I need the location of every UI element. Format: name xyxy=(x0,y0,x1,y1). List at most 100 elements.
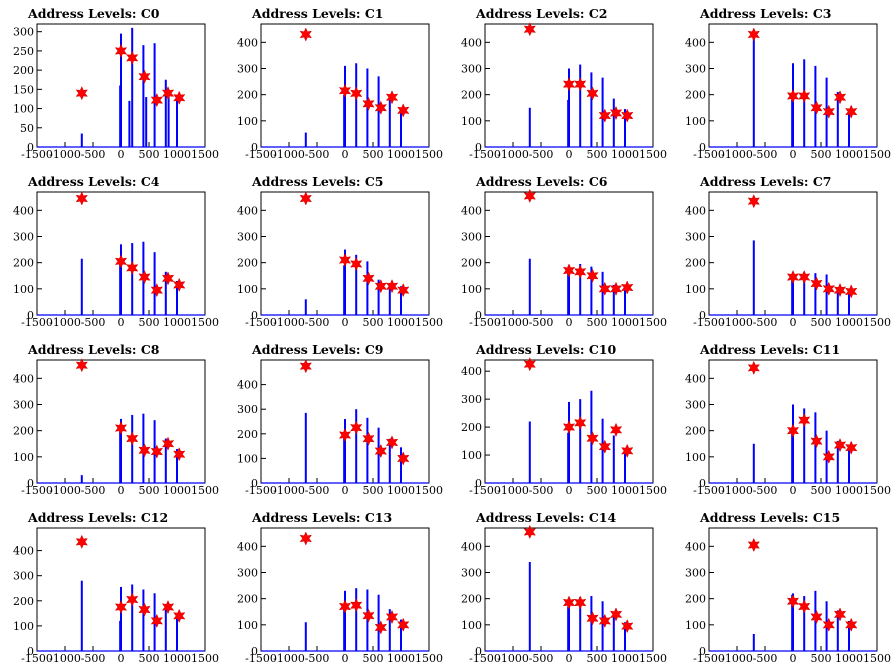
red-star-icon xyxy=(299,191,312,206)
histogram-bar xyxy=(601,271,604,315)
histogram-bar xyxy=(400,447,402,483)
red-star-icon xyxy=(75,86,88,101)
x-tick-label: -500 xyxy=(305,484,330,497)
y-tick-label: 400 xyxy=(685,372,706,385)
x-tick-label: -1000 xyxy=(497,484,529,497)
y-tick-label: 400 xyxy=(13,372,34,385)
x-tick-label: -1500 xyxy=(245,148,277,161)
histogram-bar xyxy=(355,588,358,651)
histogram-bar xyxy=(80,475,83,483)
red-star-icon xyxy=(798,269,811,285)
chart-svg: Address Levels: C0 0 50 100 150 200 250 300 -150… xyxy=(13,6,219,161)
histogram-bar xyxy=(131,27,134,147)
x-tick-label: 0 xyxy=(790,148,797,161)
y-tick-label: 100 xyxy=(461,283,482,296)
histogram-bar xyxy=(153,43,156,147)
x-tick-label: 1000 xyxy=(387,316,415,329)
x-tick-label: -1000 xyxy=(49,484,81,497)
histogram-bar xyxy=(153,252,156,315)
chart-title: Address Levels: C10 xyxy=(475,342,617,357)
histogram-bar xyxy=(304,299,307,315)
histogram-bar xyxy=(176,97,178,147)
histogram-bar xyxy=(131,584,134,651)
y-tick-label: 300 xyxy=(13,398,34,411)
histogram-bar xyxy=(528,258,531,315)
red-star-icon xyxy=(138,269,151,285)
chart-title: Address Levels: C2 xyxy=(475,6,608,21)
y-tick-label: 300 xyxy=(461,230,482,243)
chart-panel: Address Levels: C2 0 100 200 300 400 -1500 -100… xyxy=(448,0,672,168)
histogram-bar xyxy=(579,597,582,651)
x-tick-label: 1000 xyxy=(387,484,415,497)
y-tick-label: 0 xyxy=(699,309,706,322)
x-tick-label: -1500 xyxy=(21,316,53,329)
y-tick-label: 100 xyxy=(237,115,258,128)
y-tick-label: 200 xyxy=(685,257,706,270)
y-tick-label: 400 xyxy=(13,545,34,558)
x-tick-label: 0 xyxy=(342,652,349,665)
histogram-bar xyxy=(752,240,755,315)
red-star-icon xyxy=(114,254,128,269)
y-tick-label: 400 xyxy=(461,36,482,49)
x-tick-label: 1500 xyxy=(415,148,443,161)
histogram-bar xyxy=(590,72,593,147)
histogram-bar xyxy=(142,45,145,147)
histogram-bar xyxy=(80,133,83,147)
histogram-bar xyxy=(814,412,817,483)
chart-svg: Address Levels: C2 0 100 200 300 400 -1500-100… xyxy=(461,6,667,161)
histogram-bar xyxy=(344,590,346,651)
red-star-icon xyxy=(598,439,612,454)
x-tick-label: -500 xyxy=(81,148,106,161)
x-tick-label: -1000 xyxy=(497,652,529,665)
y-tick-label: 300 xyxy=(685,230,706,243)
red-star-icon xyxy=(173,90,186,105)
red-star-icon xyxy=(374,100,388,115)
histogram-bar xyxy=(848,110,850,147)
red-star-icon xyxy=(385,609,399,625)
red-star-icon xyxy=(397,103,410,118)
red-star-icon xyxy=(338,599,352,614)
y-tick-label: 0 xyxy=(27,645,34,658)
x-tick-label: 0 xyxy=(566,148,573,161)
x-tick-label: 1000 xyxy=(387,652,415,665)
red-star-icon xyxy=(786,88,800,104)
red-star-icon xyxy=(75,191,88,206)
red-star-icon xyxy=(173,447,186,462)
x-tick-label: -500 xyxy=(753,652,778,665)
chart-svg: Address Levels: C11 0 100 200 300 400 -1500-10… xyxy=(685,342,891,497)
histogram-bar xyxy=(848,445,850,483)
chart-svg: Address Levels: C9 0 100 200 300 400 -1500-100… xyxy=(237,342,443,497)
histogram-bar xyxy=(579,399,582,483)
x-tick-label: 1000 xyxy=(611,484,639,497)
x-tick-label: 1500 xyxy=(639,316,667,329)
chart-panel: Address Levels: C3 0 100 200 300 400 -1500 -100… xyxy=(672,0,896,168)
chart-title: Address Levels: C11 xyxy=(699,342,840,357)
red-star-icon xyxy=(385,90,399,105)
x-tick-label: -500 xyxy=(753,148,778,161)
x-tick-label: -1500 xyxy=(245,484,277,497)
chart-title: Address Levels: C14 xyxy=(475,510,617,525)
chart-title: Address Levels: C8 xyxy=(27,342,160,357)
x-tick-label: 500 xyxy=(363,316,384,329)
x-tick-label: -1000 xyxy=(497,316,529,329)
x-tick-label: -1500 xyxy=(245,316,277,329)
x-tick-label: 0 xyxy=(118,316,125,329)
histogram-bar xyxy=(803,596,806,651)
histogram-bar xyxy=(377,279,380,315)
x-tick-label: -500 xyxy=(305,652,330,665)
red-star-icon xyxy=(822,449,836,464)
red-star-icon xyxy=(138,443,151,458)
y-tick-label: 150 xyxy=(13,83,34,96)
x-tick-label: -1000 xyxy=(721,652,753,665)
y-tick-label: 100 xyxy=(685,115,706,128)
histogram-bar xyxy=(848,290,850,315)
y-tick-label: 200 xyxy=(237,89,258,102)
chart-svg: Address Levels: C6 0 100 200 300 400 -1500-100… xyxy=(461,174,667,329)
x-tick-label: 0 xyxy=(118,652,125,665)
red-star-icon xyxy=(523,524,536,540)
histogram-bar xyxy=(803,408,806,483)
histogram-bar xyxy=(825,274,828,315)
x-tick-label: 1500 xyxy=(415,484,443,497)
y-tick-label: 200 xyxy=(13,425,34,438)
histogram-bar xyxy=(601,418,604,483)
